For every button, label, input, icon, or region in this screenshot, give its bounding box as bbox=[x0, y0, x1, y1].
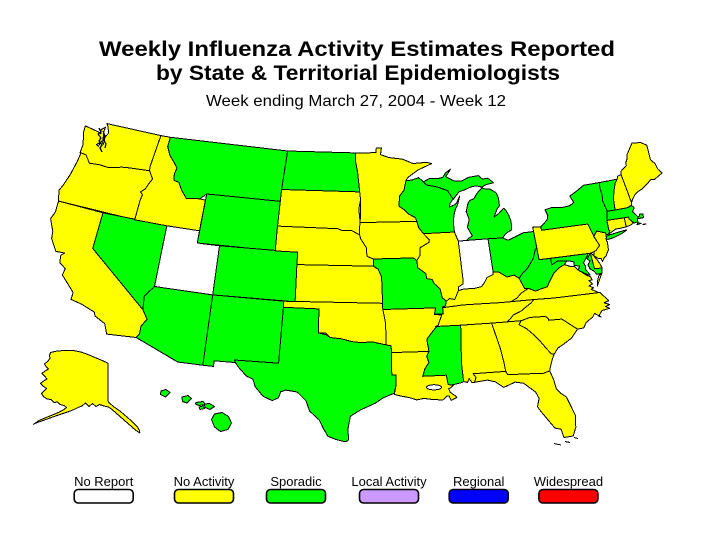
svg-text:Widespread: Widespread bbox=[534, 474, 603, 489]
svg-text:Week ending March 27, 2004 - W: Week ending March 27, 2004 - Week 12 bbox=[206, 93, 506, 110]
svg-text:No Report: No Report bbox=[74, 474, 134, 489]
svg-text:No Activity: No Activity bbox=[174, 474, 235, 489]
svg-text:Weekly Influenza Activity Esti: Weekly Influenza Activity Estimates Repo… bbox=[99, 38, 615, 61]
svg-text:Sporadic: Sporadic bbox=[270, 474, 322, 489]
svg-text:by State & Territorial Epidemi: by State & Territorial Epidemiologists bbox=[156, 62, 560, 85]
svg-text:Regional: Regional bbox=[453, 474, 504, 489]
svg-text:Local Activity: Local Activity bbox=[351, 474, 427, 489]
